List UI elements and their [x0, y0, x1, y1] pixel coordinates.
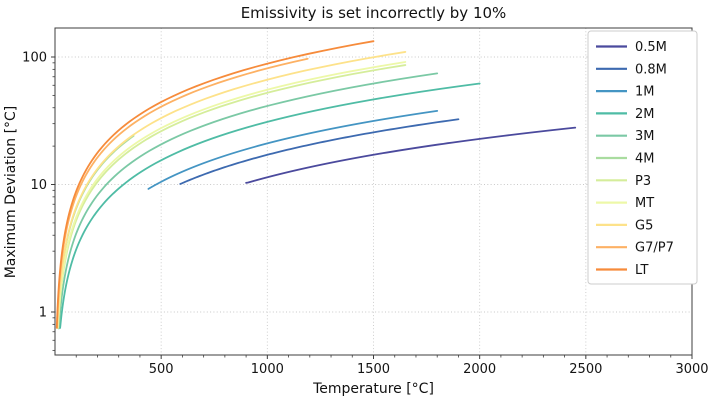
curve-mt [56, 61, 407, 329]
legend-label: 2M [635, 107, 655, 122]
legend-item-g7-p7: G7/P7 [596, 241, 674, 256]
curve-1m [147, 109, 439, 190]
y-axis-label: Maximum Deviation [°C] [3, 105, 19, 279]
x-tick-label: 2000 [463, 362, 496, 377]
data-curves [55, 40, 577, 330]
legend-item-p3: P3 [596, 174, 651, 189]
legend-item-3m: 3M [596, 129, 655, 144]
legend-label: LT [635, 263, 648, 278]
legend-label: 0.5M [635, 40, 667, 55]
legend: 0.5M 0.8M 1M 2M 3M 4M P3 MT G5 G7/P7 LT [587, 30, 698, 285]
y-tick-label: 10 [30, 178, 47, 193]
curve-0-8m [179, 118, 460, 185]
chart-title: Emissivity is set incorrectly by 10% [240, 4, 507, 22]
curve-g5 [56, 51, 407, 329]
x-tick-label: 500 [149, 362, 174, 377]
legend-label: 1M [635, 85, 655, 100]
legend-label: G5 [635, 218, 653, 233]
x-tick-label: 1500 [357, 362, 390, 377]
legend-item-mt: MT [596, 196, 654, 211]
x-tick-label: 1000 [251, 362, 284, 377]
legend-item-g5: G5 [596, 218, 653, 233]
legend-item-0-5m: 0.5M [596, 40, 667, 55]
legend-item-0-8m: 0.8M [596, 62, 667, 77]
curve-3m [57, 72, 439, 330]
curve-lt [55, 40, 375, 329]
x-tick-label: 3000 [675, 362, 708, 377]
legend-item-1m: 1M [596, 85, 655, 100]
gridlines [55, 28, 693, 355]
curve-g7-p7 [56, 57, 309, 329]
y-tick-label: 1 [39, 306, 47, 321]
x-axis-label: Temperature [°C] [313, 381, 434, 397]
legend-item-4m: 4M [596, 152, 655, 167]
legend-item-lt: LT [596, 263, 648, 278]
legend-label: P3 [635, 174, 651, 189]
legend-label: 3M [635, 129, 655, 144]
legend-label: G7/P7 [635, 241, 674, 256]
legend-box [587, 30, 698, 285]
legend-item-2m: 2M [596, 107, 655, 122]
y-tick-label: 100 [22, 51, 47, 66]
legend-label: 4M [635, 152, 655, 167]
x-tick-label: 2500 [569, 362, 602, 377]
legend-label: 0.8M [635, 62, 667, 77]
legend-label: MT [635, 196, 654, 211]
curve-0-5m [245, 126, 577, 184]
axis-ticks [51, 56, 693, 359]
tick-labels: 500 1000 1500 2000 2500 3000 1 10 100 [22, 51, 708, 378]
curve-2m [59, 82, 481, 329]
